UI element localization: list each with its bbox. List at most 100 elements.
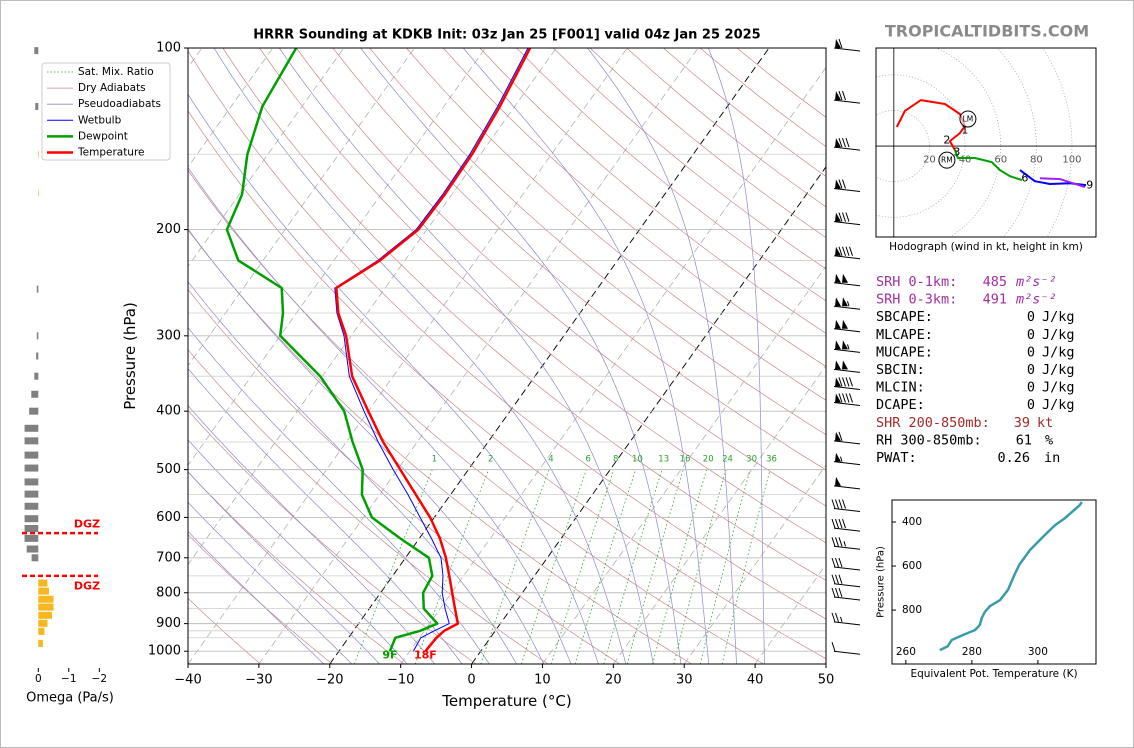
barb-full [831, 612, 836, 623]
stat-label: DCAPE: [876, 397, 925, 413]
stats-table: SRH 0-1km: 485 m²s⁻² SRH 0-3km: 491 m²s⁻² SBCA… [876, 274, 1075, 466]
thetae-frame [891, 499, 1097, 665]
highlight-isotherm [329, 48, 770, 664]
y-tick-label: 100 [156, 41, 181, 56]
mixing-ratio-label: 36 [766, 454, 777, 464]
barb-shaft [833, 621, 861, 626]
hodograph-line [953, 149, 1023, 182]
mixing-ratio-line [414, 469, 489, 664]
surface-label: 18F [414, 649, 437, 662]
pseudoadiabat [188, 327, 490, 664]
barb-full [842, 393, 846, 403]
barb-shaft [833, 596, 861, 601]
x-tick-label: 50 [818, 673, 835, 688]
barb-full [838, 587, 843, 598]
barb-flag [835, 212, 841, 222]
x-tick-label: −20 [316, 673, 343, 688]
thetae-y-tick-label: 600 [902, 560, 922, 572]
mixing-ratio-label: 16 [680, 454, 691, 464]
barb-flag [835, 340, 841, 350]
barb-full [835, 557, 839, 568]
thetae-x-tick-label: 300 [1028, 646, 1048, 658]
pseudoadiabat [188, 228, 545, 664]
highlight-isotherm [471, 166, 826, 664]
barb-full [838, 574, 843, 584]
legend-box [41, 62, 171, 161]
pseudoadiabat [587, 48, 737, 664]
barb-full [838, 377, 843, 387]
pseudoadiabat [188, 281, 517, 664]
mixing-ratio-line [673, 469, 727, 664]
barb-full [845, 393, 850, 403]
x-axis-label: Temperature (°C) [441, 692, 571, 710]
barb-full [842, 246, 846, 256]
stat-label: SBCAPE: [876, 309, 933, 325]
stat-value: 61 [1016, 432, 1032, 448]
stat-label: MLCAPE: [876, 327, 933, 343]
pseudoadiabat [360, 48, 682, 664]
barb-shaft [833, 221, 861, 226]
omega-axis-label: Omega (Pa/s) [26, 691, 114, 706]
barb-shaft [833, 440, 861, 445]
barb-shaft [833, 305, 861, 310]
barb-full [842, 137, 846, 148]
hodograph-tick-label: 40 [959, 155, 972, 166]
pseudoadiabat [188, 166, 572, 664]
barb-flag [842, 360, 848, 370]
height-label: 1 [961, 124, 968, 137]
mixing-ratio-label: 10 [632, 454, 643, 464]
isotherm [188, 48, 274, 168]
barb-shaft [833, 402, 861, 407]
hodograph-tick-label: 100 [1062, 155, 1081, 166]
dry-adiabat [188, 409, 477, 664]
wind-barb [833, 452, 861, 466]
thetae-line [939, 501, 1083, 652]
stat-unit: m²s⁻² [1015, 274, 1057, 290]
barb-flag [835, 476, 841, 486]
barb-flag [842, 340, 848, 350]
barb-full [842, 90, 846, 101]
barb-shaft [833, 282, 861, 287]
isotherm [188, 48, 486, 466]
barb-half [847, 344, 850, 350]
barb-full [838, 499, 843, 509]
stat-label: SBCIN: [876, 362, 925, 378]
barb-flag [835, 246, 841, 256]
wind-barb [831, 518, 861, 532]
barb-flag [835, 39, 841, 48]
barb-shaft [833, 566, 861, 571]
pseudoadiabat [188, 501, 353, 664]
thetae-y-label: Pressure (hPa) [876, 546, 887, 618]
wind-barb [833, 90, 861, 104]
barb-shaft [833, 47, 861, 52]
x-tick-label: 0 [467, 673, 475, 688]
stat-unit: J/kg [1042, 362, 1075, 378]
hodograph-label: Hodograph (wind in kt, height in km) [889, 241, 1083, 253]
wind-barb [831, 499, 861, 513]
mixing-ratio-label: 13 [658, 454, 669, 464]
mixing-ratio-line [626, 469, 684, 664]
barb-full [849, 393, 853, 403]
mixing-ratio-line [574, 469, 637, 664]
barb-flag [835, 431, 841, 441]
barb-shaft [833, 461, 861, 466]
barb-full [835, 537, 839, 547]
profile-line [334, 48, 529, 652]
isotherm [188, 48, 345, 268]
dry-adiabat [188, 534, 333, 664]
x-tick-label: −40 [174, 673, 201, 688]
omega-bar [36, 352, 39, 360]
omega-bar [24, 424, 39, 432]
barb-full [842, 499, 846, 509]
barb-flag [835, 377, 841, 387]
barb-shaft [833, 255, 861, 260]
legend-label: Dewpoint [78, 130, 128, 142]
dry-adiabat [442, 48, 826, 367]
height-label: 6 [1021, 172, 1028, 185]
barb-shaft [833, 348, 861, 353]
barb-full [845, 246, 850, 256]
wind-barb [833, 137, 861, 151]
barb-full [831, 587, 836, 598]
y-tick-label: 600 [156, 510, 181, 525]
barb-full [831, 574, 836, 584]
